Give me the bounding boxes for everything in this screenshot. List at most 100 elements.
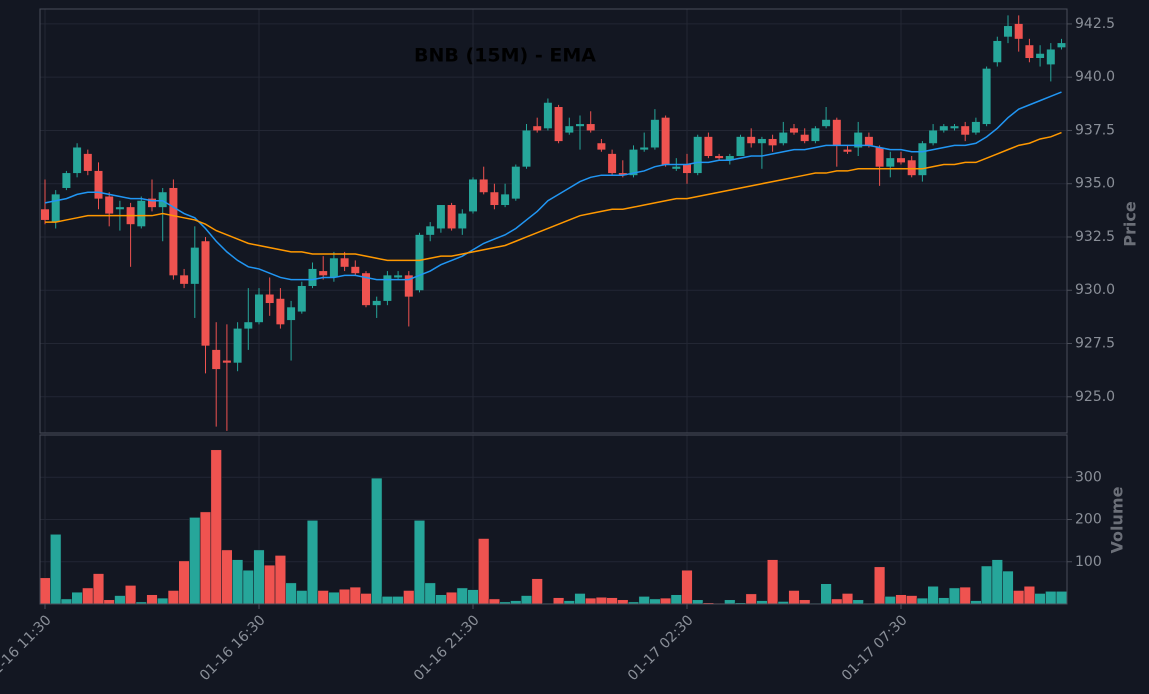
candle-body bbox=[41, 209, 49, 220]
candle-body bbox=[864, 136, 873, 146]
volume-bar bbox=[317, 590, 329, 605]
candle-body bbox=[993, 40, 1002, 63]
volume-bar bbox=[39, 577, 51, 605]
candle-body bbox=[971, 121, 980, 133]
volume-bar bbox=[788, 590, 800, 605]
volume-bar bbox=[339, 588, 351, 605]
volume-bar bbox=[210, 449, 222, 605]
volume-bar bbox=[906, 595, 918, 605]
volume-bar bbox=[178, 560, 190, 605]
candle-body bbox=[661, 117, 670, 165]
volume-bar bbox=[1013, 590, 1025, 605]
y-tick-label: 930.0 bbox=[1075, 282, 1115, 298]
volume-bar bbox=[563, 600, 575, 605]
volume-bar bbox=[820, 583, 832, 605]
candle-body bbox=[779, 132, 788, 144]
candle-body bbox=[51, 194, 60, 223]
candle-body bbox=[276, 298, 285, 325]
candle-body bbox=[843, 149, 852, 152]
volume-bar bbox=[959, 586, 971, 605]
volume-bar bbox=[157, 597, 169, 605]
candle-body bbox=[201, 241, 210, 346]
candle-body bbox=[554, 107, 563, 142]
volume-bar bbox=[767, 559, 779, 605]
candle-body bbox=[415, 234, 424, 291]
volume-bar bbox=[221, 549, 233, 605]
volume-bar bbox=[478, 538, 490, 605]
volume-bar bbox=[274, 555, 286, 605]
candle-body bbox=[886, 158, 895, 167]
volume-bar bbox=[510, 600, 522, 605]
y-tick-label: 927.5 bbox=[1075, 336, 1115, 352]
volume-bar bbox=[991, 559, 1003, 605]
candle-body bbox=[501, 194, 510, 206]
candle-body bbox=[255, 294, 263, 323]
candle-body bbox=[950, 126, 959, 129]
candle-body bbox=[629, 149, 638, 176]
candle-body bbox=[1036, 53, 1045, 59]
volume-bar bbox=[296, 590, 308, 605]
ema-line bbox=[44, 91, 1062, 281]
volume-bar bbox=[606, 597, 618, 605]
candle-body bbox=[1004, 26, 1012, 37]
candle-body bbox=[929, 130, 938, 144]
candle-body bbox=[511, 166, 520, 199]
candle-body bbox=[83, 153, 92, 171]
candle-body bbox=[233, 328, 242, 363]
volume-bar bbox=[189, 517, 201, 605]
candle-body bbox=[1025, 45, 1034, 59]
volume-bar bbox=[884, 596, 896, 605]
volume-bar bbox=[413, 520, 426, 605]
candle-body bbox=[961, 126, 970, 135]
candle-body bbox=[265, 294, 274, 304]
volume-bar bbox=[456, 587, 468, 605]
candle-body bbox=[458, 213, 467, 229]
candle-body bbox=[105, 196, 114, 214]
candle-body bbox=[469, 179, 477, 212]
volume-bar bbox=[242, 569, 254, 605]
candle-body bbox=[212, 349, 221, 370]
candle-body bbox=[158, 192, 167, 208]
volume-bar bbox=[595, 596, 607, 605]
candle-body bbox=[608, 153, 617, 174]
volume-bar bbox=[360, 593, 372, 605]
volume-bar bbox=[938, 597, 950, 605]
candle-body bbox=[362, 273, 370, 306]
candle-body bbox=[565, 126, 574, 133]
candle-body bbox=[790, 128, 798, 133]
plot-layer bbox=[39, 9, 1072, 609]
candle-body bbox=[672, 166, 681, 169]
volume-panel-frame bbox=[39, 434, 1068, 605]
candle-body bbox=[1046, 49, 1055, 65]
candle-body bbox=[351, 266, 360, 274]
candle-body bbox=[757, 138, 766, 144]
volume-bar bbox=[1002, 570, 1014, 605]
volume-bar bbox=[531, 578, 543, 605]
volume-bar bbox=[1055, 591, 1068, 605]
candle-body bbox=[854, 132, 863, 148]
candle-body bbox=[73, 147, 82, 174]
volume-bar bbox=[724, 599, 736, 605]
candle-body bbox=[822, 119, 831, 127]
candle-body bbox=[683, 164, 691, 174]
volume-bar bbox=[253, 549, 265, 605]
volume-bar bbox=[371, 477, 383, 605]
candle-body bbox=[244, 322, 253, 329]
ema-line bbox=[45, 131, 1062, 262]
candle-body bbox=[897, 158, 905, 163]
volume-bar bbox=[617, 599, 629, 605]
volume-bar bbox=[895, 594, 907, 605]
volume-axis-label: Volume bbox=[1108, 486, 1127, 553]
candle-body bbox=[832, 119, 841, 146]
candle-body bbox=[768, 138, 777, 146]
volume-bar bbox=[381, 596, 393, 605]
chart-title: BNB (15M) - EMA bbox=[414, 45, 596, 67]
candle-body bbox=[426, 226, 435, 235]
volume-bar bbox=[649, 598, 661, 605]
volume-bar bbox=[50, 534, 62, 605]
candle-body bbox=[94, 170, 103, 199]
volume-bar bbox=[852, 599, 864, 605]
candle-body bbox=[618, 173, 627, 176]
candle-body bbox=[939, 126, 948, 131]
